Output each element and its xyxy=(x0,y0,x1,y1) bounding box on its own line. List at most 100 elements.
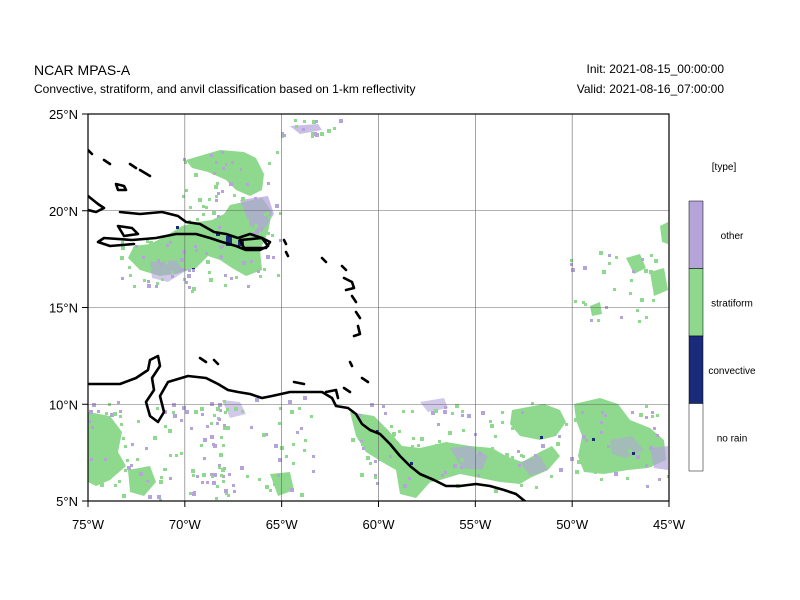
echo-speck xyxy=(194,173,198,177)
echo-speck xyxy=(155,285,158,288)
echo-speck xyxy=(382,405,385,408)
echo-speck xyxy=(361,443,364,446)
echo-speck xyxy=(620,316,623,319)
echo-speck xyxy=(327,129,331,133)
echo-speck xyxy=(582,301,585,304)
echo-speck xyxy=(171,271,174,274)
echo-speck xyxy=(406,478,409,481)
echo-speck xyxy=(253,269,256,272)
echo-speck xyxy=(183,158,186,161)
echo-speck xyxy=(143,265,146,268)
echo-speck xyxy=(114,484,117,487)
echo-speck xyxy=(631,411,634,414)
echo-speck xyxy=(443,410,447,414)
echo-speck xyxy=(90,458,93,461)
echo-speck xyxy=(453,464,457,468)
echo-speck xyxy=(255,230,259,234)
echo-speck xyxy=(135,254,138,257)
echo-speck xyxy=(276,151,279,154)
echo-speck xyxy=(491,447,494,450)
echo-speck xyxy=(292,462,295,465)
echo-speck xyxy=(277,274,280,277)
echo-speck xyxy=(191,290,194,293)
legend: [type] other stratiform convective no rain xyxy=(688,162,756,472)
coastline-lesser-antilles xyxy=(320,256,370,384)
echo-speck xyxy=(279,239,282,242)
echo-speck xyxy=(374,460,377,463)
echo-speck xyxy=(577,419,580,422)
echo-speck xyxy=(233,490,236,493)
echo-speck xyxy=(219,453,223,457)
echo-speck xyxy=(192,492,196,496)
echo-speck xyxy=(180,258,184,262)
echo-speck xyxy=(242,261,246,265)
echo-speck xyxy=(144,482,148,486)
echo-speck xyxy=(295,125,298,128)
echo-speck xyxy=(221,190,224,193)
echo-speck xyxy=(636,309,639,312)
echo-speck xyxy=(629,292,632,295)
echo-speck xyxy=(315,120,318,123)
echo-speck xyxy=(224,489,228,493)
echo-speck xyxy=(603,470,606,473)
echo-speck xyxy=(451,464,454,467)
echo-speck xyxy=(218,226,221,229)
echo-speck xyxy=(600,431,603,434)
echo-speck xyxy=(296,431,299,434)
echo-speck xyxy=(215,497,218,500)
echo-speck xyxy=(446,454,450,458)
echo-speck xyxy=(397,445,400,448)
echo-speck xyxy=(198,198,202,202)
echo-speck xyxy=(303,396,307,400)
legend-label-other: other xyxy=(721,231,744,242)
coastline-south-america xyxy=(88,354,527,501)
echo-speck xyxy=(137,420,140,423)
echo-speck xyxy=(160,259,163,262)
echo-speck xyxy=(455,404,459,408)
precip-field xyxy=(88,119,669,501)
echo-speck xyxy=(431,411,435,415)
echo-speck xyxy=(592,459,595,462)
echo-speck xyxy=(252,232,255,235)
echo-speck xyxy=(188,286,191,289)
echo-speck xyxy=(362,447,365,450)
echo-speck xyxy=(275,204,279,208)
echo-speck xyxy=(254,224,258,228)
echo-speck xyxy=(651,415,654,418)
echo-speck xyxy=(360,424,364,428)
echo-speck xyxy=(581,411,584,414)
echo-speck xyxy=(264,213,267,216)
legend-label-stratiform: stratiform xyxy=(711,298,753,309)
echo-speck xyxy=(222,444,225,447)
echo-speck xyxy=(649,446,653,450)
echo-speck xyxy=(265,485,269,489)
echo-speck xyxy=(477,474,480,477)
echo-speck xyxy=(649,464,652,467)
echo-speck xyxy=(369,434,372,437)
echo-speck xyxy=(272,256,275,259)
echo-speck xyxy=(376,482,379,485)
echo-speck xyxy=(411,445,414,448)
echo-speck xyxy=(259,275,262,278)
echo-speck xyxy=(541,444,545,448)
echo-speck xyxy=(511,456,514,459)
echo-speck xyxy=(515,465,518,468)
echo-speck xyxy=(312,121,315,124)
echo-speck xyxy=(263,268,266,271)
echo-speck xyxy=(121,246,125,250)
echo-speck xyxy=(594,426,597,429)
echo-speck xyxy=(645,416,648,419)
echo-speck xyxy=(133,285,136,288)
echo-speck xyxy=(290,488,294,492)
echo-speck xyxy=(147,284,151,288)
echo-speck xyxy=(390,425,393,428)
echo-speck xyxy=(113,412,117,416)
echo-speck xyxy=(161,278,164,281)
echo-speck xyxy=(159,499,162,501)
echo-speck xyxy=(135,245,138,248)
echo-speck xyxy=(608,262,611,265)
echo-speck xyxy=(278,458,282,462)
x-tick-label: 60°W xyxy=(363,517,396,532)
echo-speck xyxy=(164,425,167,428)
